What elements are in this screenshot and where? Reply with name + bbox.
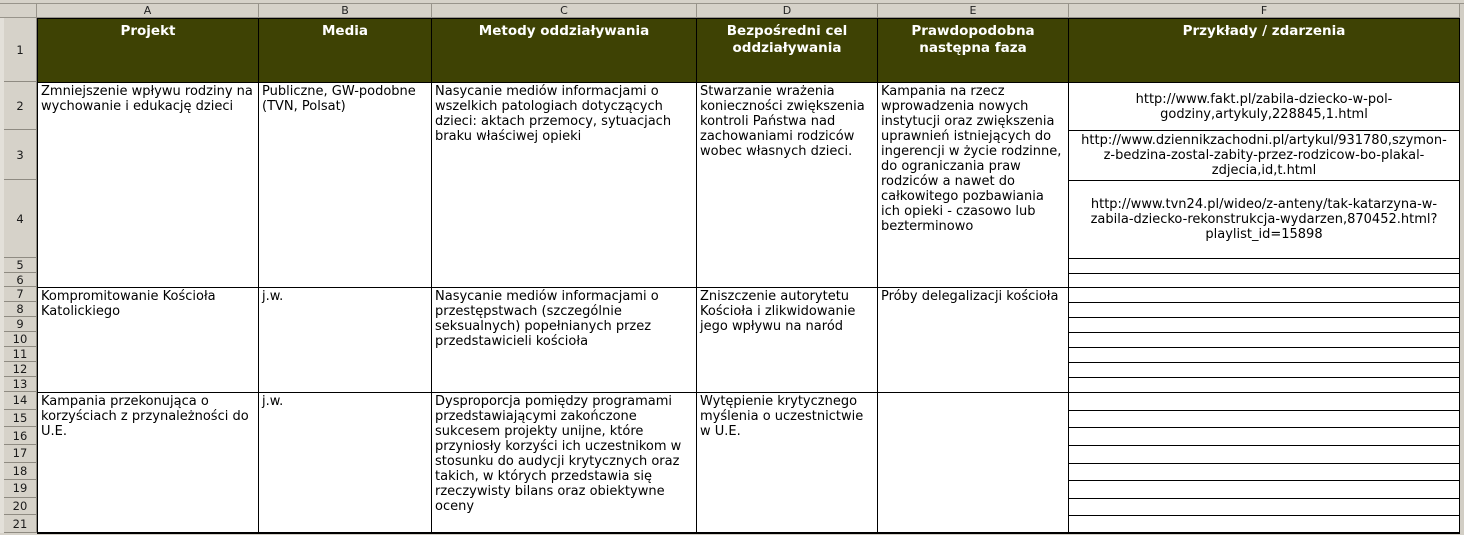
row-header-7[interactable]: 7 [4,287,37,302]
header-cell-przyklady[interactable]: Przykłady / zdarzenia [1069,19,1460,83]
header-cell-faza[interactable]: Prawdopodobna następna faza [878,19,1069,83]
column-header-a[interactable]: A [37,4,259,18]
cell-empty-f9[interactable] [1069,318,1460,333]
header-cell-media[interactable]: Media [259,19,432,83]
header-cell-cel[interactable]: Bezpośredni cel oddziaływania [697,19,878,83]
cell-empty-f15[interactable] [1069,410,1460,429]
cell-metody-kosciol[interactable]: Nasycanie mediów informacjami o przestęp… [432,288,697,393]
cell-projekt-ue[interactable]: Kampania przekonująca o korzyściach z pr… [37,393,259,534]
cell-faza-ue[interactable] [878,393,1069,534]
row-header-16[interactable]: 16 [4,427,37,445]
row-header-13[interactable]: 13 [4,377,37,392]
select-all-corner[interactable] [0,4,37,18]
row-header-1[interactable]: 1 [4,18,37,82]
cell-empty-f11[interactable] [1069,348,1460,363]
column-header-b[interactable]: B [259,4,432,18]
cells-grid: Projekt Media Metody oddziaływania Bezpo… [37,18,1460,534]
cell-media-ue[interactable]: j.w. [259,393,432,534]
cell-empty-f10[interactable] [1069,333,1460,348]
cell-cel-rodzina[interactable]: Stwarzanie wrażenia konieczności zwiększ… [697,83,878,288]
cell-cel-ue[interactable]: Wytępienie krytycznego myślenia o uczest… [697,393,878,534]
cell-url-tvn24[interactable]: http://www.tvn24.pl/wideo/z-anteny/tak-k… [1069,181,1460,259]
column-header-d[interactable]: D [697,4,878,18]
row-header-5[interactable]: 5 [4,258,37,273]
row-header-14[interactable]: 14 [4,392,37,410]
row-header-19[interactable]: 19 [4,480,37,498]
row-header-11[interactable]: 11 [4,347,37,362]
cell-cel-kosciol[interactable]: Zniszczenie autorytetu Kościoła i zlikwi… [697,288,878,393]
cell-media-kosciol[interactable]: j.w. [259,288,432,393]
cell-empty-f5[interactable] [1069,259,1460,274]
row-header-15[interactable]: 15 [4,409,37,428]
row-header-8[interactable]: 8 [4,302,37,317]
row-header-tail [0,533,37,535]
column-header-f[interactable]: F [1069,4,1460,18]
cell-metody-rodzina[interactable]: Nasycanie mediów informacjami o wszelkic… [432,83,697,288]
cell-empty-f16[interactable] [1069,428,1460,446]
cell-url-fakt[interactable]: http://www.fakt.pl/zabila-dziecko-w-pol-… [1069,83,1460,131]
row-header-21[interactable]: 21 [4,515,37,533]
cell-projekt-kosciol[interactable]: Kompromitowanie Kościoła Katolickiego [37,288,259,393]
cell-empty-f17[interactable] [1069,445,1460,464]
cell-empty-f6[interactable] [1069,274,1460,288]
row-header-17[interactable]: 17 [4,444,37,463]
column-header-strip: A B C D E F [37,4,1460,18]
row-header-strip: 1 2 3 4 5 6 7 8 9 10 11 12 13 14 15 16 1… [0,18,37,533]
cell-url-dziennikzachodni[interactable]: http://www.dziennikzachodni.pl/artykul/9… [1069,131,1460,181]
cell-empty-f7[interactable] [1069,288,1460,303]
cell-media-rodzina[interactable]: Publiczne, GW-podobne (TVN, Polsat) [259,83,432,288]
row-header-20[interactable]: 20 [4,497,37,516]
row-header-12[interactable]: 12 [4,362,37,377]
row-header-6[interactable]: 6 [4,273,37,287]
cell-empty-f14[interactable] [1069,393,1460,411]
column-header-e[interactable]: E [878,4,1069,18]
header-cell-metody[interactable]: Metody oddziaływania [432,19,697,83]
cell-faza-kosciol[interactable]: Próby delegalizacji kościoła [878,288,1069,393]
column-header-c[interactable]: C [432,4,697,18]
row-header-2[interactable]: 2 [4,82,37,130]
header-cell-projekt[interactable]: Projekt [37,19,259,83]
row-header-9[interactable]: 9 [4,317,37,332]
cell-empty-f13[interactable] [1069,378,1460,393]
row-header-3[interactable]: 3 [4,130,37,180]
cell-empty-f21[interactable] [1069,516,1460,534]
cell-metody-ue[interactable]: Dysproporcja pomiędzy programami przedst… [432,393,697,534]
row-header-10[interactable]: 10 [4,332,37,347]
row-header-18[interactable]: 18 [4,462,37,481]
cell-empty-f12[interactable] [1069,363,1460,378]
top-edge-strip [0,0,1464,4]
cell-faza-rodzina[interactable]: Kampania na rzecz wprowadzenia nowych in… [878,83,1069,288]
cell-empty-f19[interactable] [1069,481,1460,499]
cell-empty-f18[interactable] [1069,463,1460,482]
row-header-4[interactable]: 4 [4,180,37,258]
cell-empty-f8[interactable] [1069,303,1460,318]
cell-projekt-rodzina[interactable]: Zmniejszenie wpływu rodziny na wychowani… [37,83,259,288]
cell-empty-f20[interactable] [1069,498,1460,517]
